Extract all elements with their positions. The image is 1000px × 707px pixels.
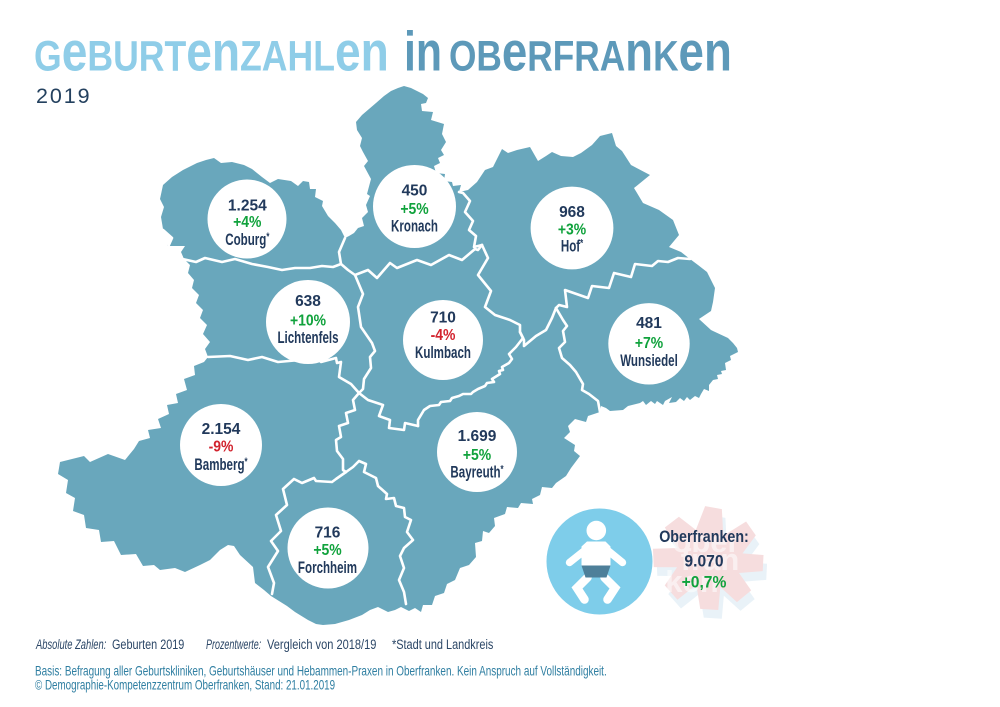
svg-text:+3%: +3% (558, 222, 586, 239)
svg-text:Lichtenfels: Lichtenfels (277, 328, 338, 346)
svg-text:+5%: +5% (313, 543, 341, 560)
svg-text:+10%: +10% (290, 313, 326, 330)
svg-text:968: 968 (559, 204, 585, 221)
svg-text:*Stadt und Landkreis: *Stadt und Landkreis (392, 637, 493, 653)
svg-text:2.154: 2.154 (202, 421, 241, 438)
svg-text:Coburg*: Coburg* (225, 230, 269, 248)
svg-text:450: 450 (402, 183, 428, 200)
svg-text:+0,7%: +0,7% (682, 573, 727, 592)
svg-text:+5%: +5% (400, 202, 428, 219)
svg-text:Kronach: Kronach (391, 216, 438, 234)
svg-text:Basis: Befragung aller Geburts: Basis: Befragung aller Geburtskliniken, … (35, 663, 607, 679)
svg-text:Bayreuth*: Bayreuth* (450, 462, 503, 480)
svg-text:-9%: -9% (209, 439, 234, 456)
svg-text:+5%: +5% (463, 448, 491, 465)
svg-text:Vergleich von 2018/19: Vergleich von 2018/19 (267, 637, 376, 653)
svg-text:+4%: +4% (233, 214, 261, 231)
svg-text:716: 716 (315, 524, 341, 541)
svg-text:Forchheim: Forchheim (298, 558, 357, 576)
svg-text:ken: ken (665, 564, 718, 599)
svg-text:9.070: 9.070 (684, 552, 723, 571)
svg-text:© Demographie-Kompetenzzentrum: © Demographie-Kompetenzzentrum Oberfrank… (35, 677, 335, 693)
svg-text:Absolute Zahlen:: Absolute Zahlen: (35, 636, 106, 652)
svg-text:ober: ober (672, 524, 739, 559)
svg-text:481: 481 (636, 315, 662, 332)
svg-text:+7%: +7% (635, 335, 663, 352)
svg-text:Hof*: Hof* (561, 236, 584, 254)
svg-text:1.254: 1.254 (228, 197, 267, 214)
svg-text:638: 638 (295, 293, 321, 310)
svg-text:-4%: -4% (431, 328, 456, 345)
svg-text:OBeRFRAnKen: OBeRFRAnKen (449, 20, 732, 82)
svg-text:710: 710 (430, 310, 456, 327)
svg-text:GeBURTenZAHLen: GeBURTenZAHLen (34, 20, 389, 82)
svg-text:Wunsiedel: Wunsiedel (620, 351, 678, 369)
svg-text:Geburten 2019: Geburten 2019 (112, 637, 184, 653)
svg-text:Prozentwerte:: Prozentwerte: (206, 637, 261, 652)
svg-text:1.699: 1.699 (458, 428, 497, 445)
svg-text:in: in (404, 20, 442, 83)
svg-text:fran: fran (681, 542, 740, 577)
svg-text:2019: 2019 (36, 84, 91, 108)
svg-text:Bamberg*: Bamberg* (194, 455, 247, 473)
svg-text:Kulmbach: Kulmbach (415, 343, 471, 361)
svg-text:Oberfranken:: Oberfranken: (659, 528, 749, 546)
